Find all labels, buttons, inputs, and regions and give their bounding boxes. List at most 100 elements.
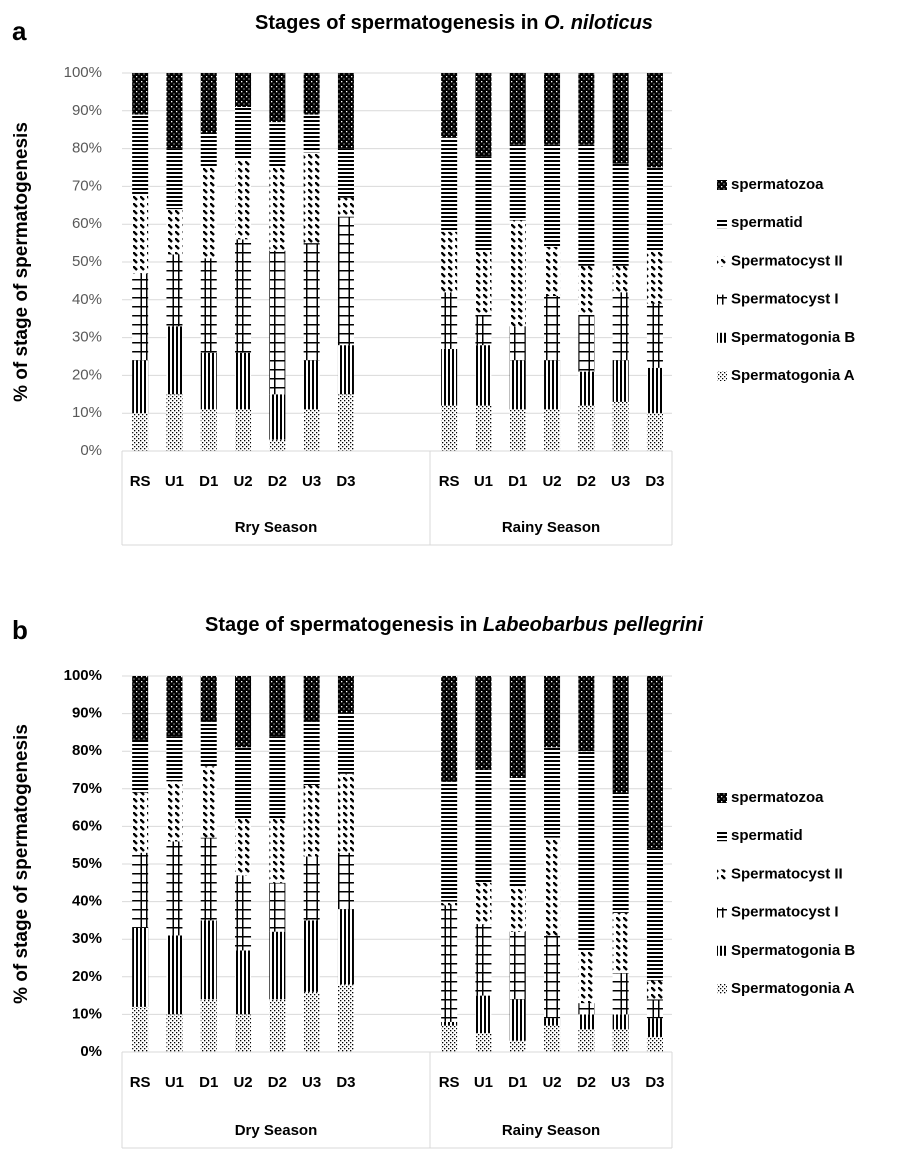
legend-swatch bbox=[717, 907, 727, 918]
bar-segment bbox=[235, 352, 252, 410]
bar-segment bbox=[337, 216, 354, 346]
bar-segment bbox=[337, 394, 354, 451]
bar-segment bbox=[612, 73, 629, 164]
bar-segment bbox=[166, 209, 183, 255]
bar-segment bbox=[544, 676, 561, 748]
bar-segment bbox=[578, 950, 595, 1004]
bar-segment bbox=[303, 114, 320, 153]
bar-segment bbox=[544, 1025, 561, 1052]
bar-segment bbox=[475, 250, 492, 315]
bar-segment bbox=[269, 394, 286, 440]
bar-segment bbox=[166, 148, 183, 210]
bar-segment bbox=[441, 405, 458, 451]
bar-segment bbox=[200, 837, 217, 921]
legend-swatch bbox=[717, 256, 727, 267]
bar-segment bbox=[578, 73, 595, 145]
bar-segment bbox=[200, 352, 217, 410]
bar-segment bbox=[269, 736, 286, 819]
y-tick-label: 80% bbox=[72, 140, 102, 157]
x-tick-label: U2 bbox=[233, 473, 252, 490]
x-tick-label: D1 bbox=[508, 473, 527, 490]
bar-segment bbox=[132, 413, 149, 451]
x-tick-label: U3 bbox=[302, 473, 321, 490]
bar-segment bbox=[269, 250, 286, 395]
bar-segment bbox=[269, 931, 286, 1000]
bar-segment bbox=[303, 73, 320, 115]
y-tick-label: 90% bbox=[72, 102, 102, 119]
bar-segment bbox=[578, 1014, 595, 1030]
y-tick-label: 40% bbox=[72, 893, 102, 910]
bar-segment bbox=[612, 792, 629, 913]
bar-segment bbox=[303, 360, 320, 410]
x-tick-label: U3 bbox=[302, 1074, 321, 1091]
bar-segment bbox=[200, 999, 217, 1052]
legend-label: spermatozoa bbox=[731, 789, 824, 806]
bar-segment bbox=[166, 1014, 183, 1052]
legend-swatch bbox=[717, 371, 727, 381]
x-tick-label: U1 bbox=[474, 1074, 493, 1091]
y-tick-label: 60% bbox=[72, 817, 102, 834]
x-tick-label: U2 bbox=[542, 473, 561, 490]
bar-segment bbox=[578, 1003, 595, 1015]
bar-segment bbox=[235, 159, 252, 240]
bar-segment bbox=[200, 920, 217, 1000]
bar-segment bbox=[303, 152, 320, 244]
bar-segment bbox=[166, 254, 183, 327]
bar-segment bbox=[475, 314, 492, 346]
bar-segment bbox=[509, 360, 526, 410]
bar-segment bbox=[269, 676, 286, 737]
bar-segment bbox=[269, 439, 286, 451]
y-tick-label: 10% bbox=[72, 404, 102, 421]
bar-segment bbox=[509, 144, 526, 221]
bar-segment bbox=[646, 999, 663, 1019]
bar-segment bbox=[578, 1029, 595, 1052]
bar-segment bbox=[646, 303, 663, 368]
bar-segment bbox=[200, 409, 217, 451]
bar-segment bbox=[509, 326, 526, 361]
y-tick-label: 20% bbox=[72, 968, 102, 985]
bar-segment bbox=[200, 167, 217, 259]
group-label: Dry Season bbox=[235, 1122, 318, 1139]
bar-segment bbox=[578, 751, 595, 951]
x-tick-label: D2 bbox=[268, 473, 287, 490]
legend-swatch bbox=[717, 332, 727, 343]
bar-segment bbox=[166, 394, 183, 451]
y-tick-label: 90% bbox=[72, 705, 102, 722]
bar-segment bbox=[646, 413, 663, 451]
bar-segment bbox=[441, 676, 458, 782]
bar-segment bbox=[337, 345, 354, 395]
bar-segment bbox=[544, 144, 561, 247]
bar-segment bbox=[132, 114, 149, 194]
legend-swatch bbox=[717, 869, 727, 880]
legend-label: Spermatogonia A bbox=[731, 980, 855, 997]
bar-segment bbox=[441, 73, 458, 138]
x-tick-label: D3 bbox=[336, 473, 355, 490]
bar-segment bbox=[132, 1006, 149, 1052]
bar-segment bbox=[132, 273, 149, 361]
bar-segment bbox=[166, 841, 183, 936]
bar-segment bbox=[475, 770, 492, 883]
bar-segment bbox=[200, 721, 217, 767]
bar-segment bbox=[544, 246, 561, 297]
bar-segment bbox=[132, 360, 149, 414]
bar-segment bbox=[544, 747, 561, 838]
bar-segment bbox=[200, 133, 217, 168]
chart-title: Stages of spermatogenesis in O. niloticu… bbox=[255, 12, 653, 34]
x-tick-label: RS bbox=[130, 1074, 151, 1091]
bar-segment bbox=[303, 243, 320, 361]
bar-segment bbox=[544, 837, 561, 936]
x-tick-label: RS bbox=[130, 473, 151, 490]
bar-segment bbox=[235, 875, 252, 951]
title-text: Stage of spermatogenesis in bbox=[205, 614, 483, 636]
y-tick-label: 30% bbox=[72, 329, 102, 346]
bar-segment bbox=[509, 1040, 526, 1052]
y-tick-label: 0% bbox=[80, 442, 102, 459]
bar-segment bbox=[509, 409, 526, 451]
x-tick-label: D2 bbox=[577, 1074, 596, 1091]
legend-label: Spermatocyst I bbox=[731, 291, 839, 308]
bar-segment bbox=[612, 265, 629, 293]
bar-segment bbox=[235, 818, 252, 876]
bar-segment bbox=[441, 1025, 458, 1052]
bar-segment bbox=[509, 886, 526, 932]
